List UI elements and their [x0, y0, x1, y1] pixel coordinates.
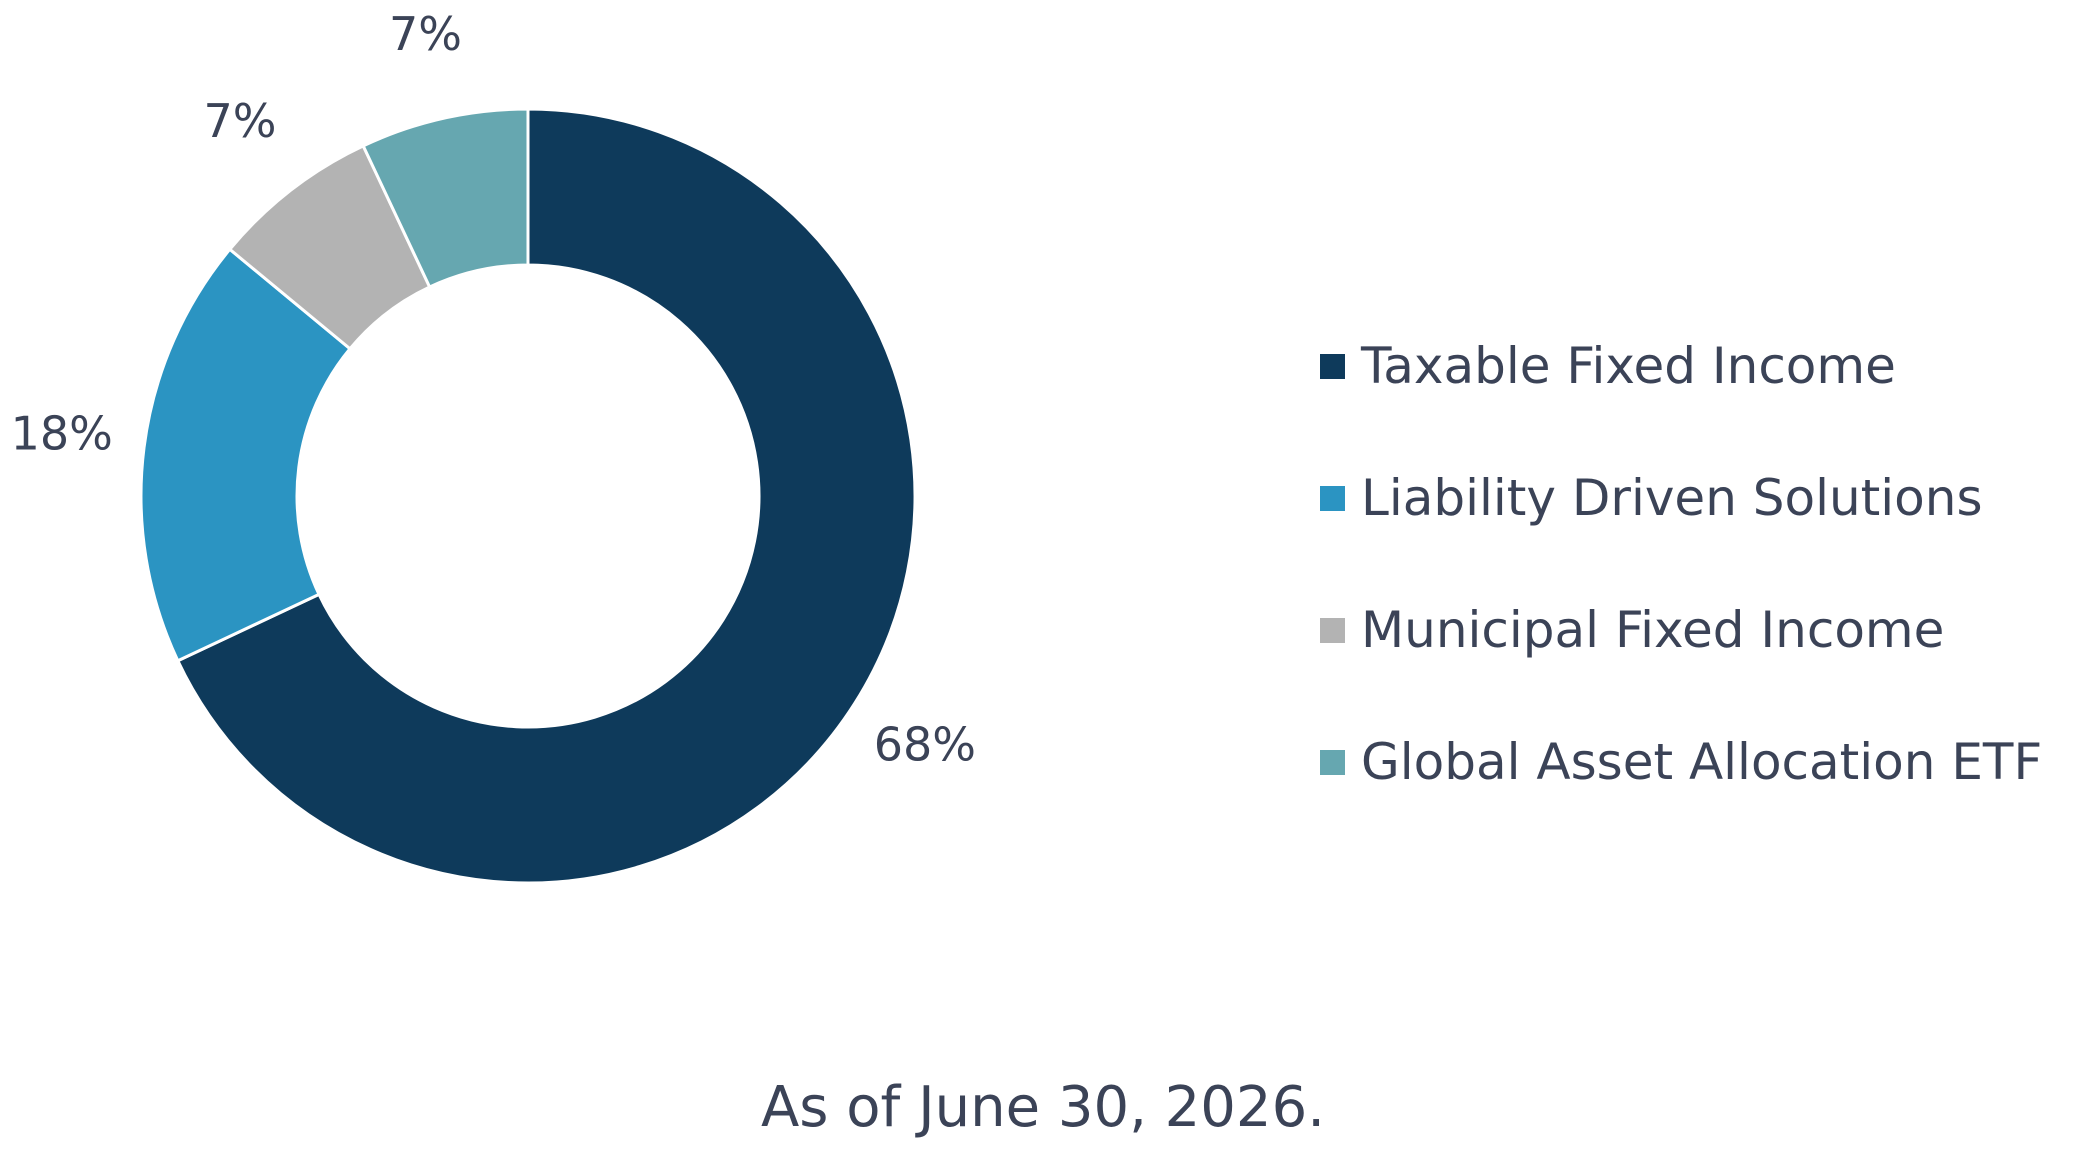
legend-swatch [1320, 485, 1345, 511]
as-of-date-footnote: As of June 30, 2026. [761, 1075, 1325, 1140]
legend-label: Liability Driven Solutions [1361, 469, 1983, 527]
legend-swatch [1320, 617, 1345, 643]
chart-legend: Taxable Fixed Income Liability Driven So… [1320, 300, 2080, 828]
legend-label: Taxable Fixed Income [1361, 337, 1896, 395]
slice-label: 7% [203, 94, 276, 148]
slice-label: 18% [11, 407, 113, 461]
legend-label: Global Asset Allocation ETF [1361, 733, 2043, 791]
legend-swatch [1320, 749, 1345, 775]
slice-label: 7% [389, 7, 462, 61]
donut-slice-taxable-fixed-income [175, 107, 917, 885]
legend-item-taxable-fixed-income: Taxable Fixed Income [1320, 300, 2080, 432]
legend-item-global-asset-allocation-etf: Global Asset Allocation ETF [1320, 696, 2080, 828]
legend-swatch [1320, 353, 1345, 379]
legend-item-liability-driven-solutions: Liability Driven Solutions [1320, 432, 2080, 564]
slice-labels: 68% 18% 7% 7% [11, 7, 976, 772]
donut-slice-global-asset-allocation-etf [361, 107, 530, 289]
legend-item-municipal-fixed-income: Municipal Fixed Income [1320, 564, 2080, 696]
legend-label: Municipal Fixed Income [1361, 601, 1945, 659]
donut-slice-liability-driven-solutions [139, 247, 353, 663]
donut-slices [139, 107, 917, 885]
slice-label: 68% [874, 717, 976, 771]
